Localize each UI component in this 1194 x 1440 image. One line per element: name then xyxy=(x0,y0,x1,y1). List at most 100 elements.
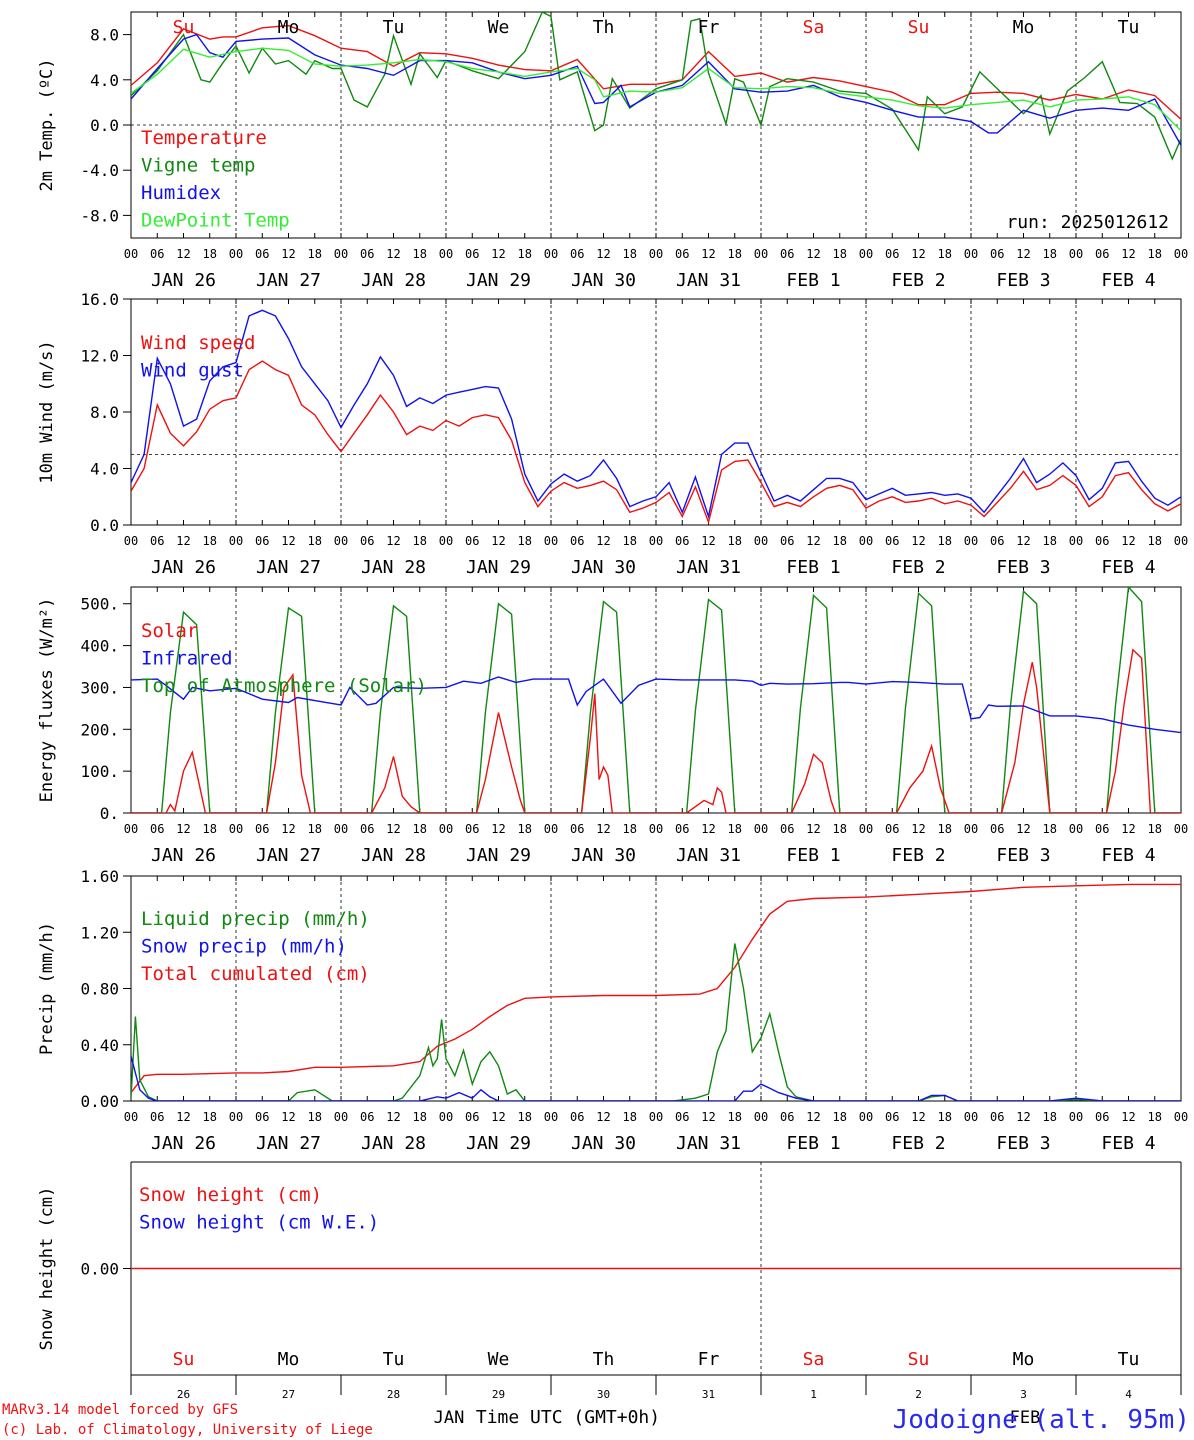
wind-ytick-label: 8.0 xyxy=(90,403,119,422)
temp-xtick-label: 18 xyxy=(308,247,322,261)
temp-weekday-label: We xyxy=(488,17,510,38)
temp-xtick-label: 06 xyxy=(885,247,899,261)
precip-xtick-label: 18 xyxy=(1043,1110,1057,1124)
precip-xtick-label: 06 xyxy=(780,1110,794,1124)
precip-series-total-cumulated-cm xyxy=(131,883,1181,1094)
energy-xtick-label: 12 xyxy=(596,822,610,836)
precip-xtick-label: 18 xyxy=(938,1110,952,1124)
snow-ytick-label: 0.00 xyxy=(80,1260,119,1279)
wind-xtick-label: 06 xyxy=(990,534,1004,548)
precip-legend-entry: Liquid precip (mm/h) xyxy=(141,908,370,930)
temp-xtick-label: 12 xyxy=(806,247,820,261)
temp-xtick-label: 18 xyxy=(1043,247,1057,261)
temp-xtick-label: 18 xyxy=(728,247,742,261)
temp-date-label: FEB 4 xyxy=(1101,270,1155,291)
energy-xtick-label: 06 xyxy=(885,822,899,836)
precip-xtick-label: 00 xyxy=(229,1110,243,1124)
wind-legend-entry: Wind gust xyxy=(141,360,244,382)
credit-line-1: MARv3.14 model forced by GFS xyxy=(2,1402,238,1418)
temp-xtick-label: 06 xyxy=(1095,247,1109,261)
precip-ytick-label: 0.00 xyxy=(80,1092,119,1111)
wind-xtick-label: 06 xyxy=(780,534,794,548)
wind-y-axis-label: 10m Wind (m/s) xyxy=(37,340,57,483)
temp-xtick-label: 12 xyxy=(911,247,925,261)
temp-date-label: FEB 2 xyxy=(891,270,945,291)
wind-date-label: JAN 30 xyxy=(571,557,636,578)
temp-date-label: JAN 31 xyxy=(676,270,741,291)
energy-series-top-of-atmosphere-solar xyxy=(131,587,1181,813)
energy-date-label: FEB 4 xyxy=(1101,845,1155,866)
snow-legend-entry: Snow height (cm) xyxy=(139,1184,322,1206)
precip-date-label: FEB 3 xyxy=(996,1133,1050,1154)
temp-xtick-label: 06 xyxy=(570,247,584,261)
temp-weekday-label: Tu xyxy=(1118,17,1140,38)
energy-xtick-label: 12 xyxy=(176,822,190,836)
precip-xtick-label: 00 xyxy=(439,1110,453,1124)
temp-xtick-label: 12 xyxy=(281,247,295,261)
precip-xtick-label: 12 xyxy=(1121,1110,1135,1124)
energy-xtick-label: 18 xyxy=(518,822,532,836)
wind-xtick-label: 18 xyxy=(833,534,847,548)
wind-ytick-label: 0.0 xyxy=(90,516,119,535)
energy-xtick-label: 18 xyxy=(1148,822,1162,836)
wind-legend-entry: Wind speed xyxy=(141,332,255,354)
wind-date-label: JAN 28 xyxy=(361,557,426,578)
energy-xtick-label: 12 xyxy=(386,822,400,836)
temp-date-label: JAN 28 xyxy=(361,270,426,291)
precip-xtick-label: 06 xyxy=(1095,1110,1109,1124)
wind-xtick-label: 06 xyxy=(360,534,374,548)
energy-xtick-label: 12 xyxy=(911,822,925,836)
energy-date-label: JAN 30 xyxy=(571,845,636,866)
wind-xtick-label: 18 xyxy=(938,534,952,548)
precip-date-label: JAN 26 xyxy=(151,1133,216,1154)
temp-xtick-label: 00 xyxy=(334,247,348,261)
credit-line-2: (c) Lab. of Climatology, University of L… xyxy=(2,1422,373,1438)
temp-legend-entry: Temperature xyxy=(141,127,267,149)
x-axis-title: Time UTC (GMT+0h) xyxy=(476,1407,660,1428)
wind-xtick-label: 00 xyxy=(124,534,138,548)
snow-day-number: 26 xyxy=(177,1388,190,1401)
energy-xtick-label: 00 xyxy=(334,822,348,836)
temp-weekday-label: Sa xyxy=(803,17,825,38)
temp-legend-entry: Humidex xyxy=(141,182,221,204)
wind-xtick-label: 00 xyxy=(649,534,663,548)
temp-date-label: JAN 26 xyxy=(151,270,216,291)
energy-xtick-label: 12 xyxy=(1016,822,1030,836)
wind-xtick-label: 12 xyxy=(806,534,820,548)
wind-xtick-label: 18 xyxy=(623,534,637,548)
energy-xtick-label: 12 xyxy=(701,822,715,836)
temp-xtick-label: 06 xyxy=(255,247,269,261)
temp-xtick-label: 06 xyxy=(465,247,479,261)
energy-series-solar xyxy=(131,648,1181,813)
temp-ytick-label: 0.0 xyxy=(90,116,119,135)
precip-xtick-label: 18 xyxy=(623,1110,637,1124)
snow-day-number: 29 xyxy=(492,1388,505,1401)
wind-xtick-label: 12 xyxy=(386,534,400,548)
energy-ytick-label: 0. xyxy=(100,804,119,823)
energy-date-label: JAN 26 xyxy=(151,845,216,866)
precip-legend-entry: Total cumulated (cm) xyxy=(141,963,370,985)
energy-xtick-label: 18 xyxy=(203,822,217,836)
wind-xtick-label: 18 xyxy=(1148,534,1162,548)
wind-series-wind-speed xyxy=(131,360,1181,525)
precip-series-liquid-precip-mm-h xyxy=(131,943,1181,1101)
snow-weekday-label: Su xyxy=(908,1349,930,1370)
precip-date-label: JAN 31 xyxy=(676,1133,741,1154)
precip-xtick-label: 18 xyxy=(203,1110,217,1124)
wind-date-label: JAN 31 xyxy=(676,557,741,578)
temp-weekday-label: Su xyxy=(173,17,195,38)
temp-weekday-label: Fr xyxy=(698,17,720,38)
wind-xtick-label: 00 xyxy=(1174,534,1188,548)
run-label: run: 2025012612 xyxy=(1006,212,1169,233)
location-label: Jodoigne (alt. 95m) xyxy=(893,1405,1190,1435)
temp-xtick-label: 18 xyxy=(833,247,847,261)
energy-xtick-label: 06 xyxy=(255,822,269,836)
wind-xtick-label: 12 xyxy=(911,534,925,548)
precip-xtick-label: 12 xyxy=(1016,1110,1030,1124)
precip-xtick-label: 18 xyxy=(833,1110,847,1124)
wind-xtick-label: 18 xyxy=(728,534,742,548)
precip-xtick-label: 06 xyxy=(675,1110,689,1124)
precip-ytick-label: 0.80 xyxy=(80,980,119,999)
precip-xtick-label: 12 xyxy=(701,1110,715,1124)
snow-weekday-label: Tu xyxy=(1118,1349,1140,1370)
